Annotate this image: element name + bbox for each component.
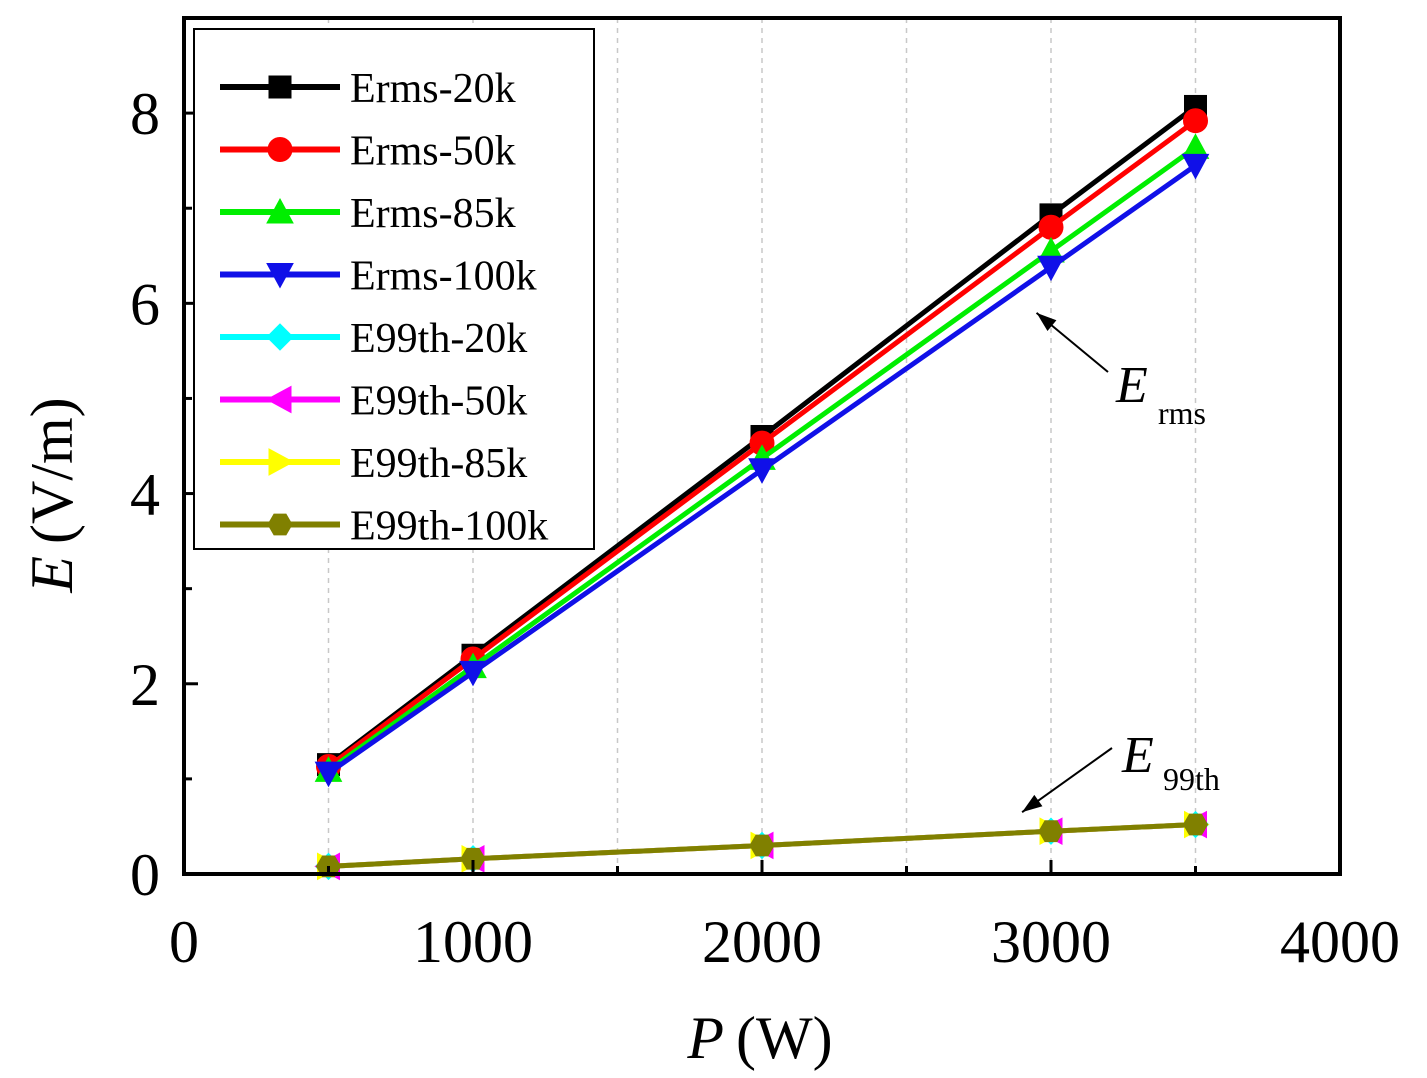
- legend-item-E99th-100k: E99th-100k: [220, 504, 548, 550]
- x-axis-variable: P: [686, 1005, 724, 1071]
- y-tick-label: 4: [130, 462, 160, 528]
- annotation-e99th-main: E: [1121, 727, 1154, 784]
- x-tick-label: 3000: [991, 909, 1111, 975]
- annotations: E rms E 99th: [1021, 312, 1220, 813]
- y-tick-label: 8: [130, 81, 160, 147]
- svg-text:E(V/m): E (V/m): [19, 397, 85, 593]
- legend-label: Erms-100k: [350, 254, 537, 300]
- y-axis-variable: E: [19, 556, 85, 594]
- legend-marker: [267, 513, 293, 536]
- legend-marker: [266, 323, 294, 351]
- data-point: [459, 660, 487, 687]
- annotation-erms: E rms: [1115, 357, 1206, 431]
- data-point: [748, 458, 776, 484]
- legend-label: Erms-50k: [350, 129, 516, 175]
- legend-marker: [267, 137, 293, 162]
- data-point: [1183, 108, 1208, 134]
- legend-label: Erms-85k: [350, 191, 516, 237]
- x-tick-label: 1000: [413, 909, 533, 975]
- data-point: [1038, 820, 1064, 843]
- legend-label: E99th-20k: [350, 316, 527, 362]
- legend-item-Erms-100k: Erms-100k: [220, 254, 537, 300]
- y-tick-label: 0: [130, 842, 160, 908]
- legend-label: E99th-50k: [350, 379, 527, 425]
- svg-text:P(W): P (W): [686, 1005, 832, 1071]
- series-Erms-100k: [314, 153, 1210, 788]
- annotation-e99th-sub: 99th: [1163, 761, 1220, 797]
- data-point: [1038, 214, 1064, 240]
- data-point: [460, 847, 486, 870]
- annotation-erms-sub: rms: [1158, 395, 1206, 431]
- x-tick-label: 4000: [1280, 909, 1400, 975]
- data-point: [1037, 255, 1065, 282]
- legend-label: E99th-100k: [350, 504, 548, 550]
- annotation-arrows: [1021, 312, 1113, 813]
- legend-marker: [268, 75, 292, 99]
- legend-label: E99th-85k: [350, 441, 527, 487]
- x-tick-label: 0: [169, 909, 199, 975]
- legend-item-E99th-50k: E99th-50k: [220, 379, 527, 425]
- annotation-erms-main: E: [1115, 357, 1148, 414]
- x-tick-label: 2000: [702, 909, 822, 975]
- x-axis-title: P (W): [686, 1005, 832, 1071]
- legend-marker: [268, 448, 295, 476]
- legend-item-Erms-85k: Erms-85k: [220, 191, 516, 237]
- y-tick-label: 2: [130, 652, 160, 718]
- legend-item-E99th-85k: E99th-85k: [220, 441, 527, 487]
- legend-label: Erms-20k: [350, 66, 516, 112]
- legend-marker: [265, 385, 292, 414]
- legend-item-Erms-50k: Erms-50k: [220, 129, 516, 175]
- legend-marker: [266, 197, 294, 224]
- data-point: [314, 761, 343, 788]
- y-axis-title: E (V/m): [19, 397, 85, 593]
- data-point: [1182, 813, 1209, 836]
- legend-item-E99th-20k: E99th-20k: [220, 316, 527, 362]
- legend: Erms-20k Erms-50k Erms-85k Erms-100k E99th-2…: [193, 28, 595, 550]
- data-point: [749, 834, 775, 857]
- annotation-arrow-head: [1036, 312, 1057, 331]
- x-axis-unit: (W): [736, 1005, 833, 1071]
- annotation-arrow-head: [1022, 794, 1043, 813]
- legend-item-Erms-20k: Erms-20k: [220, 66, 516, 112]
- axis-ticks: 0 1000 2000 3000 4000 0 2 4 6 8: [130, 81, 1400, 975]
- series-layer: [314, 94, 1210, 881]
- legend-marker: [266, 263, 294, 289]
- y-tick-label: 6: [130, 271, 160, 337]
- y-axis-unit: (V/m): [19, 397, 85, 544]
- annotation-e99th: E 99th: [1121, 727, 1220, 797]
- data-point: [1181, 153, 1210, 180]
